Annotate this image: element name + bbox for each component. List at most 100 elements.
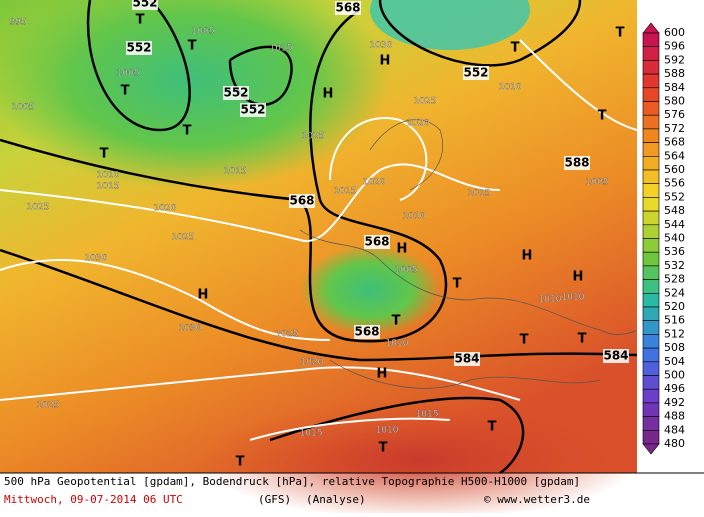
isobar-label: 1030 (179, 324, 202, 334)
legend-label: 504 (664, 355, 685, 368)
legend-swatch (642, 388, 660, 404)
isobar-label: 995 (9, 18, 26, 28)
legend-swatch (642, 87, 660, 102)
legend-label: 584 (664, 81, 685, 94)
isobar-label: 1025 (302, 132, 325, 142)
caption-line: 500 hPa Geopotential [gpdam], Bodendruck… (4, 475, 580, 488)
pressure-center: T (100, 147, 109, 162)
low-area (300, 245, 440, 335)
legend-label: 580 (664, 95, 685, 108)
geopotential-label: 568 (335, 1, 360, 15)
legend-swatch (642, 142, 660, 157)
legend-swatch (642, 292, 660, 308)
isobar-label: 1025 (172, 233, 195, 243)
pressure-center: H (380, 54, 391, 69)
legend-label: 528 (664, 273, 685, 286)
color-legend: 6005965925885845805765725685645605565525… (642, 22, 685, 455)
legend-swatch (642, 183, 660, 198)
label-box (454, 352, 480, 366)
legend-swatch (642, 402, 660, 417)
pressure-center: T (188, 39, 197, 54)
legend-label: 516 (664, 314, 685, 327)
isobar-label: 1010 (562, 293, 585, 303)
pressure-center: H (198, 288, 209, 303)
caption-model: (GFS) (258, 493, 291, 506)
geopotential-label: 552 (240, 103, 265, 117)
legend-label: 588 (664, 67, 685, 80)
isobar-label: 1005 (395, 266, 418, 276)
isobar-label: 1025 (27, 203, 50, 213)
legend-arrow-bottom (642, 443, 660, 455)
pressure-center: H (522, 249, 533, 264)
legend-label: 532 (664, 259, 685, 272)
geopotential-label: 568 (364, 235, 389, 249)
legend-label: 484 (664, 423, 685, 436)
low-area (370, 0, 530, 50)
legend-swatch (642, 279, 660, 294)
pressure-center: T (392, 314, 401, 329)
legend-swatch (642, 32, 660, 47)
isobar-label: 1010 (499, 83, 522, 93)
legend-swatch (642, 306, 660, 321)
legend-swatch (642, 334, 660, 349)
legend-swatch (642, 210, 660, 226)
isobar-label: 1010 (97, 171, 120, 181)
legend-swatch (642, 101, 660, 116)
label-box (132, 0, 158, 10)
pressure-center: H (397, 242, 408, 257)
legend-label: 600 (664, 26, 685, 39)
caption-credit: © www.wetter3.de (484, 493, 590, 506)
isobar-label: 1020 (301, 358, 324, 368)
pressure-center: T (183, 124, 192, 139)
caption-analysis: (Analyse) (306, 493, 366, 506)
legend-label: 572 (664, 122, 685, 135)
isobar-label: 1015 (224, 167, 247, 177)
label-box (603, 349, 629, 363)
geopotential-label: 552 (463, 66, 488, 80)
geopotential-contours (0, 0, 638, 475)
pressure-center: T (379, 441, 388, 456)
label-box (126, 41, 152, 55)
legend-label: 564 (664, 149, 685, 162)
legend-label: 576 (664, 108, 685, 121)
legend-swatch (642, 224, 660, 239)
pressure-center: H (323, 87, 334, 102)
legend-swatch (642, 60, 660, 75)
legend-label: 488 (664, 410, 685, 423)
isobar-label: 1005 (586, 178, 609, 188)
legend-swatch (642, 128, 660, 143)
geopotential-label: 584 (603, 349, 628, 363)
legend-swatch (642, 114, 660, 130)
pressure-center: T (616, 26, 625, 41)
isobar-label: 1025 (37, 401, 60, 411)
legend-label: 596 (664, 40, 685, 53)
legend-label: 520 (664, 300, 685, 313)
legend-label: 540 (664, 232, 685, 245)
isobar-label: 1030 (370, 41, 393, 51)
isobar-label: 1015 (97, 182, 120, 192)
legend-label: 524 (664, 286, 685, 299)
pressure-center: H (573, 270, 584, 285)
isobar-label: 1005 (192, 27, 215, 37)
geopotential-label: 552 (132, 0, 157, 10)
pressure-center: T (578, 332, 587, 347)
geopotential-label: 588 (564, 156, 589, 170)
isobar-label: 1015 (468, 189, 491, 199)
legend-label: 500 (664, 369, 685, 382)
legend-swatch (642, 238, 660, 253)
pressure-center: H (377, 367, 388, 382)
pressure-center: T (488, 420, 497, 435)
geopotential-label: 552 (126, 41, 151, 55)
legend-swatch (642, 416, 660, 431)
legend-swatch (642, 320, 660, 335)
label-box (564, 156, 590, 170)
legend-label: 552 (664, 190, 685, 203)
isobar-label: 1015 (270, 44, 293, 54)
isobar-label: 1015 (334, 187, 357, 197)
isobar-label: 1010 (376, 426, 399, 436)
legend-swatch (642, 169, 660, 184)
label-box (240, 103, 266, 117)
legend-label: 568 (664, 136, 685, 149)
legend-swatch (642, 46, 660, 61)
legend-label: 556 (664, 177, 685, 190)
